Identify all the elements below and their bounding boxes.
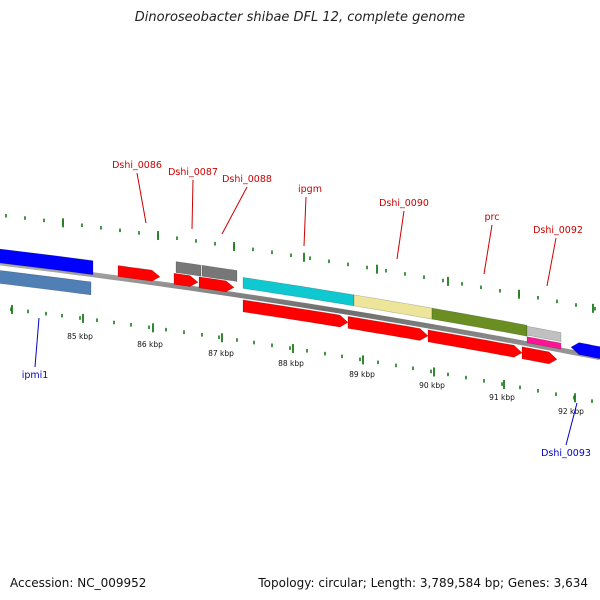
gene-feature-blue[interactable]	[570, 342, 600, 360]
gene-feature-steel[interactable]	[0, 270, 92, 296]
kbp-label: 90 kbp	[419, 381, 445, 390]
cds-feature[interactable]	[242, 299, 349, 328]
gene-feature-gray[interactable]	[175, 261, 202, 277]
kbp-label: 92 kbp	[558, 407, 584, 416]
gene-label-dshi-0087[interactable]: Dshi_0087	[168, 167, 218, 178]
kbp-scale-labels: 85 kbp 86 kbp 87 kbp 88 kbp 89 kbp 90 kbp 91 k…	[67, 332, 584, 416]
gene-feature-blue[interactable]	[0, 248, 94, 276]
gene-label-dshi-0092[interactable]: Dshi_0092	[533, 225, 583, 236]
gene-feature-pink[interactable]	[526, 336, 562, 350]
leader-line	[191, 179, 194, 230]
kbp-label: 86 kbp	[137, 340, 163, 349]
kbp-label: 89 kbp	[349, 370, 375, 379]
leader-line	[483, 224, 493, 275]
leader-line	[303, 196, 307, 247]
topology-text: Topology: circular; Length: 3,789,584 bp…	[258, 576, 588, 590]
label-leader-lines	[34, 172, 578, 446]
accession-text: Accession: NC_009952	[10, 576, 147, 590]
lower-tick-track	[10, 304, 593, 403]
gene-label-dshi-0088[interactable]: Dshi_0088	[222, 174, 272, 185]
kbp-label: 91 kbp	[489, 393, 515, 402]
leader-line	[396, 210, 405, 260]
leader-line	[221, 186, 248, 235]
cds-feature[interactable]	[347, 316, 429, 341]
leader-line	[34, 317, 40, 368]
gene-label-dshi-0086[interactable]: Dshi_0086	[112, 160, 162, 171]
kbp-label: 87 kbp	[208, 349, 234, 358]
gene-label-ipmi1[interactable]: ipmi1	[22, 370, 49, 381]
cds-feature[interactable]	[521, 346, 558, 365]
genome-title: Dinoroseobacter shibae DFL 12, complete …	[134, 10, 466, 25]
backbone-line	[0, 260, 600, 361]
gene-label-prc[interactable]: prc	[485, 212, 500, 223]
cds-feature[interactable]	[173, 272, 199, 287]
cds-feature[interactable]	[198, 276, 235, 293]
gene-feature-gray[interactable]	[201, 264, 238, 282]
gene-feature-olive[interactable]	[431, 307, 528, 337]
gene-feature-silver[interactable]	[526, 325, 562, 342]
gene-label-dshi-0090[interactable]: Dshi_0090	[379, 198, 429, 209]
kbp-label: 88 kbp	[278, 359, 304, 368]
gene-feature-track[interactable]	[0, 248, 600, 365]
upper-tick-track	[5, 213, 596, 313]
leader-line	[136, 172, 147, 224]
gene-label-ipgm[interactable]: ipgm	[298, 184, 322, 195]
gene-label-dshi-0093[interactable]: Dshi_0093	[541, 448, 591, 459]
leader-line	[546, 237, 557, 287]
genome-backbone	[0, 260, 600, 361]
kbp-label: 85 kbp	[67, 332, 93, 341]
cds-feature[interactable]	[117, 265, 161, 282]
gene-feature-cyan[interactable]	[242, 277, 355, 307]
cds-feature[interactable]	[427, 329, 523, 358]
leader-line	[565, 402, 578, 446]
